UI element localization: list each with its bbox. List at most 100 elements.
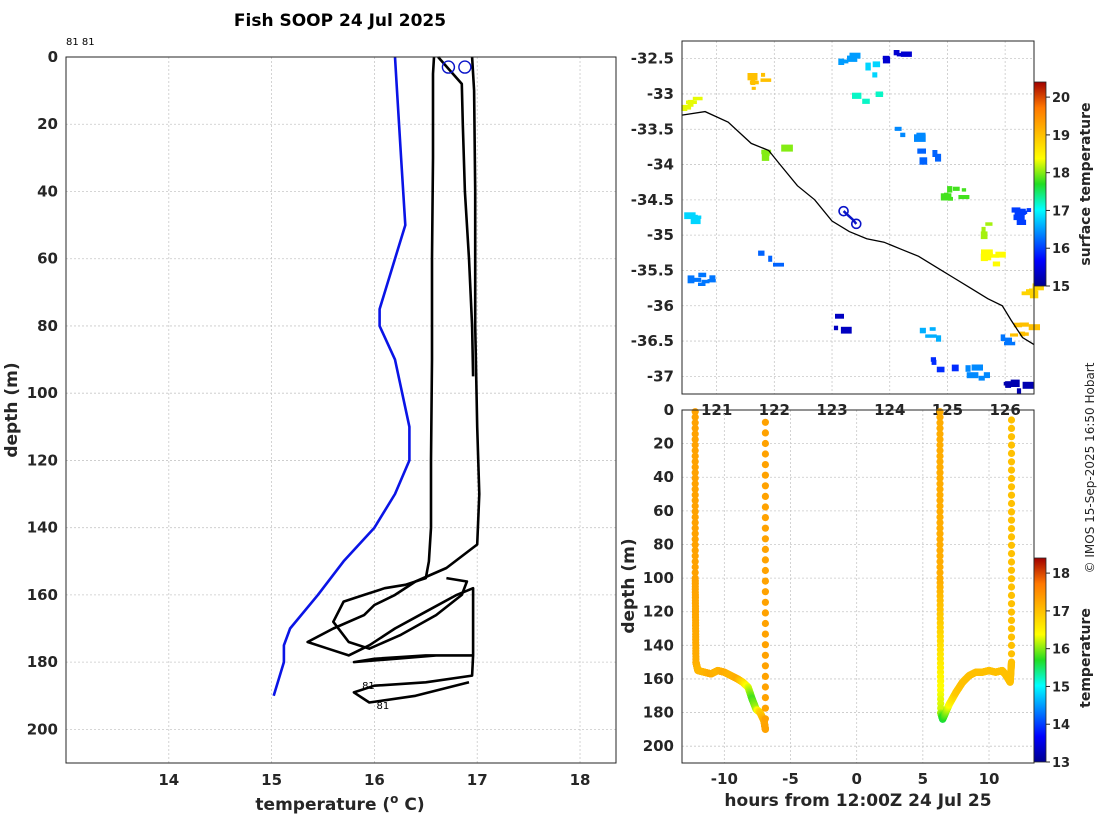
profile-line (331, 56, 469, 651)
colorbar-tick-label: 15 (1052, 280, 1070, 295)
x-tick-label: -5 (782, 770, 799, 788)
section-point (761, 514, 770, 522)
y-tick-label: 180 (27, 653, 58, 671)
section-point (1007, 424, 1016, 432)
bathymetry-contour (681, 110, 1035, 346)
section-point (936, 413, 944, 421)
sst-pixel (1026, 208, 1032, 212)
sst-pixel (929, 327, 936, 331)
y-tick-label: 80 (37, 317, 58, 335)
sst-pixel (751, 86, 756, 90)
section-point (761, 492, 770, 500)
section-point (936, 557, 944, 566)
section-point (691, 424, 699, 432)
section-point (691, 507, 699, 516)
sst-pixel (847, 55, 858, 62)
section-point (691, 563, 699, 571)
section-point (761, 577, 770, 585)
section-point (691, 519, 699, 527)
sst-pixel (1013, 322, 1022, 328)
x-tick-label: 10 (979, 770, 1000, 788)
sst-pixel (900, 51, 912, 57)
sst-pixel (1005, 381, 1012, 388)
section-point (1007, 566, 1016, 574)
section-point (1007, 583, 1016, 591)
sst-pixel (951, 364, 959, 372)
section-point (1007, 458, 1016, 466)
section-point (691, 474, 699, 482)
section-y-label: depth (m) (619, 538, 639, 633)
section-point (1007, 533, 1016, 541)
sst-pixel (980, 253, 988, 262)
x-tick-label: 17 (467, 771, 488, 789)
section-point (691, 530, 699, 538)
section-point (1007, 449, 1016, 457)
depth-profile-grid (66, 56, 616, 763)
sst-pixel (952, 186, 960, 191)
sst-pixel (935, 153, 942, 162)
sst-pixel (947, 196, 953, 201)
section-point (761, 566, 770, 575)
section-point (761, 524, 770, 532)
depth-profile-series (272, 56, 481, 704)
sst-pixel (1021, 291, 1031, 296)
section-point (691, 419, 699, 427)
section-point (936, 546, 944, 555)
section-point (761, 715, 770, 723)
sst-pixel (978, 375, 985, 381)
section-point (1007, 616, 1016, 625)
section-y-ticks: 0 20 40 60 80 100 120 140 160 180 200 (643, 401, 674, 755)
y-tick-label: 80 (653, 535, 674, 553)
section-point (691, 463, 699, 471)
section-point (691, 458, 699, 466)
sst-pixel (919, 157, 928, 165)
surface-marker (441, 60, 456, 74)
sst-pixel (833, 325, 839, 331)
colorbar-tick-label: 15 (1052, 680, 1070, 695)
section-point (1007, 641, 1016, 650)
sst-pixel (971, 364, 983, 371)
sst-pixel (707, 279, 716, 283)
y-tick-label: -34.5 (631, 191, 674, 209)
y-tick-label: 60 (653, 502, 674, 520)
section-point (761, 609, 770, 617)
section-point (936, 419, 944, 427)
colorbar-tick-label: 13 (1052, 756, 1070, 771)
colorbar-tick-label: 18 (1052, 167, 1070, 182)
section-point (1007, 433, 1016, 441)
sst-pixel (761, 72, 766, 77)
sst-pixel (936, 366, 945, 373)
depth-profile-frame (65, 56, 617, 764)
colorbar-tick-label: 17 (1052, 605, 1070, 620)
sst-pixel (985, 222, 993, 226)
section-point (1007, 550, 1016, 558)
sst-pixel (958, 195, 970, 200)
cast-label: 81 (376, 701, 389, 712)
y-tick-label: -37 (647, 367, 674, 385)
sst-pixel (893, 50, 900, 56)
section-point (691, 546, 699, 555)
y-tick-label: 100 (27, 384, 58, 402)
surface-markers (441, 60, 472, 74)
section-point (936, 519, 944, 527)
sst-pixel (686, 104, 692, 110)
sst-pixel (916, 132, 926, 139)
section-point (936, 480, 944, 488)
section-point (936, 435, 944, 443)
sst-pixel (872, 72, 878, 78)
sst-pixel (1016, 388, 1022, 394)
sst-map-panel: 121 122 123 124 125 126 -32.5-33-33.5-34-34.5… (631, 40, 1094, 419)
sst-pixel (981, 249, 993, 256)
x-tick-label: -10 (711, 770, 738, 788)
section-point (936, 530, 944, 538)
sst-pixel (709, 275, 716, 280)
colorbar-tick-label: 14 (1052, 718, 1070, 733)
section-point (761, 630, 770, 638)
sst-pixel (687, 99, 694, 107)
section-point (1007, 416, 1016, 424)
section-point (936, 535, 944, 543)
x-tick-label: 14 (158, 771, 179, 789)
y-tick-label: 120 (643, 603, 674, 621)
sst-pixel (698, 272, 707, 278)
